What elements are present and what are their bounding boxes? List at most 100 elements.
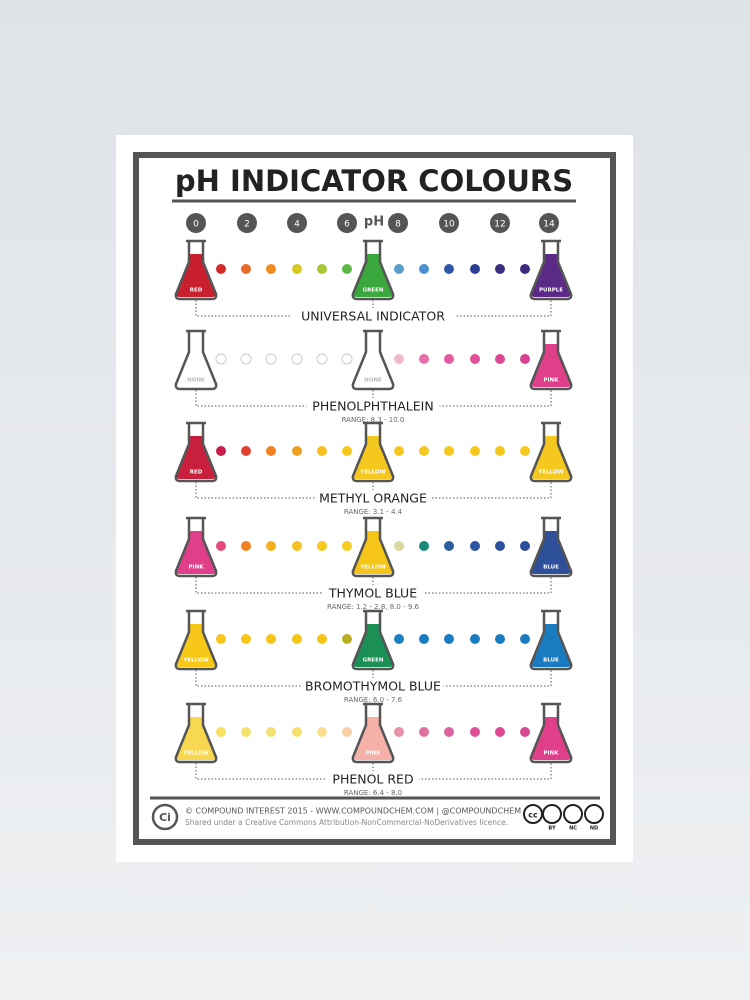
flask-outline (351, 239, 395, 301)
color-dot (419, 264, 429, 274)
flask-label: PURPLE (539, 288, 563, 294)
indicator-name: THYMOL BLUE (328, 586, 417, 601)
color-dot (241, 727, 251, 737)
flask-label: BLUE (543, 565, 559, 571)
ph-tick: 14 (543, 220, 555, 230)
color-dot (316, 353, 328, 365)
flask-outline (174, 421, 218, 483)
ph-tick: 0 (193, 220, 199, 230)
flask-label: RED (190, 470, 203, 476)
cc-badge-label: NC (569, 826, 577, 832)
color-dot (266, 727, 276, 737)
color-dot (265, 353, 277, 365)
indicator-name: BROMOTHYMOL BLUE (305, 679, 441, 694)
cc-badge-label: BY (548, 826, 556, 832)
color-dot (342, 634, 352, 644)
flask-outline (351, 421, 395, 483)
color-dot (342, 264, 352, 274)
indicator-name: METHYL ORANGE (319, 491, 427, 506)
ph-tick: 12 (494, 220, 505, 230)
flask-label: PINK (544, 751, 560, 757)
color-dot (317, 264, 327, 274)
color-dot (419, 541, 429, 551)
color-dot (419, 354, 429, 364)
color-dot (292, 634, 302, 644)
name-bg (327, 771, 419, 787)
flask-outline (174, 329, 218, 391)
range: RANGE: 6.4 - 8.0 (344, 789, 402, 797)
ph-badge (237, 213, 257, 233)
cc-text: cc (528, 811, 538, 820)
color-dot (241, 634, 251, 644)
color-dot (520, 264, 530, 274)
flask-label: YELLOW (359, 565, 385, 571)
flask-liquid (176, 624, 216, 667)
color-dot (215, 353, 227, 365)
flask-liquid (176, 344, 216, 387)
color-dot (470, 541, 480, 551)
ph-tick: 4 (294, 220, 300, 230)
flask-label: YELLOW (182, 658, 208, 664)
cc-badge-label: ND (590, 826, 598, 832)
color-dot (419, 634, 429, 644)
color-dot (342, 541, 352, 551)
flask-label: PINK (544, 378, 560, 384)
flask-label: YELLOW (182, 751, 208, 757)
color-dot (444, 634, 454, 644)
color-dot (266, 264, 276, 274)
range: RANGE: 6.0 - 7.6 (344, 696, 403, 704)
color-dot (394, 634, 404, 644)
color-dot (216, 727, 226, 737)
flask-label: NONE (364, 378, 382, 384)
flask-outline (529, 329, 573, 391)
color-dot (216, 446, 226, 456)
logo-text: Ci (159, 811, 171, 824)
flask-outline (174, 702, 218, 764)
flask-label: NONE (187, 378, 205, 384)
flask-liquid (176, 254, 216, 297)
color-dot (291, 353, 303, 365)
color-dot (292, 541, 302, 551)
color-dot (241, 541, 251, 551)
color-dot (444, 541, 454, 551)
flask-outline (174, 609, 218, 671)
ph-tick: 6 (344, 220, 350, 230)
ph-badge (337, 213, 357, 233)
flask-liquid (176, 531, 216, 574)
flask-liquid (353, 436, 393, 479)
color-dot (342, 446, 352, 456)
range: RANGE: 3.1 - 4.4 (344, 508, 403, 516)
color-dot (470, 727, 480, 737)
flask-liquid (531, 624, 571, 667)
color-dot (444, 446, 454, 456)
flask-liquid (531, 254, 571, 297)
color-dot (394, 354, 404, 364)
flask-outline (351, 516, 395, 578)
color-dot (520, 446, 530, 456)
color-dot (520, 727, 530, 737)
range: RANGE: 8.3 - 10.0 (342, 416, 405, 424)
flask-label: GREEN (363, 288, 384, 294)
flask-label: PINK (189, 565, 205, 571)
flask-liquid (353, 624, 393, 667)
color-dot (292, 446, 302, 456)
color-dot (470, 354, 480, 364)
ph-badge (539, 213, 559, 233)
color-dot (394, 446, 404, 456)
color-dot (241, 446, 251, 456)
color-dot (495, 264, 505, 274)
flask-liquid (531, 531, 571, 574)
color-dot (292, 264, 302, 274)
logo (151, 803, 179, 831)
cc-badge (584, 804, 604, 824)
range: RANGE: 1.2 - 2.8, 8.0 - 9.6 (327, 603, 420, 611)
color-dot (444, 354, 454, 364)
color-dot (292, 727, 302, 737)
color-dot (266, 446, 276, 456)
ph-label: pH (364, 215, 384, 230)
color-dot (520, 634, 530, 644)
color-dot (394, 264, 404, 274)
frame (133, 152, 616, 845)
